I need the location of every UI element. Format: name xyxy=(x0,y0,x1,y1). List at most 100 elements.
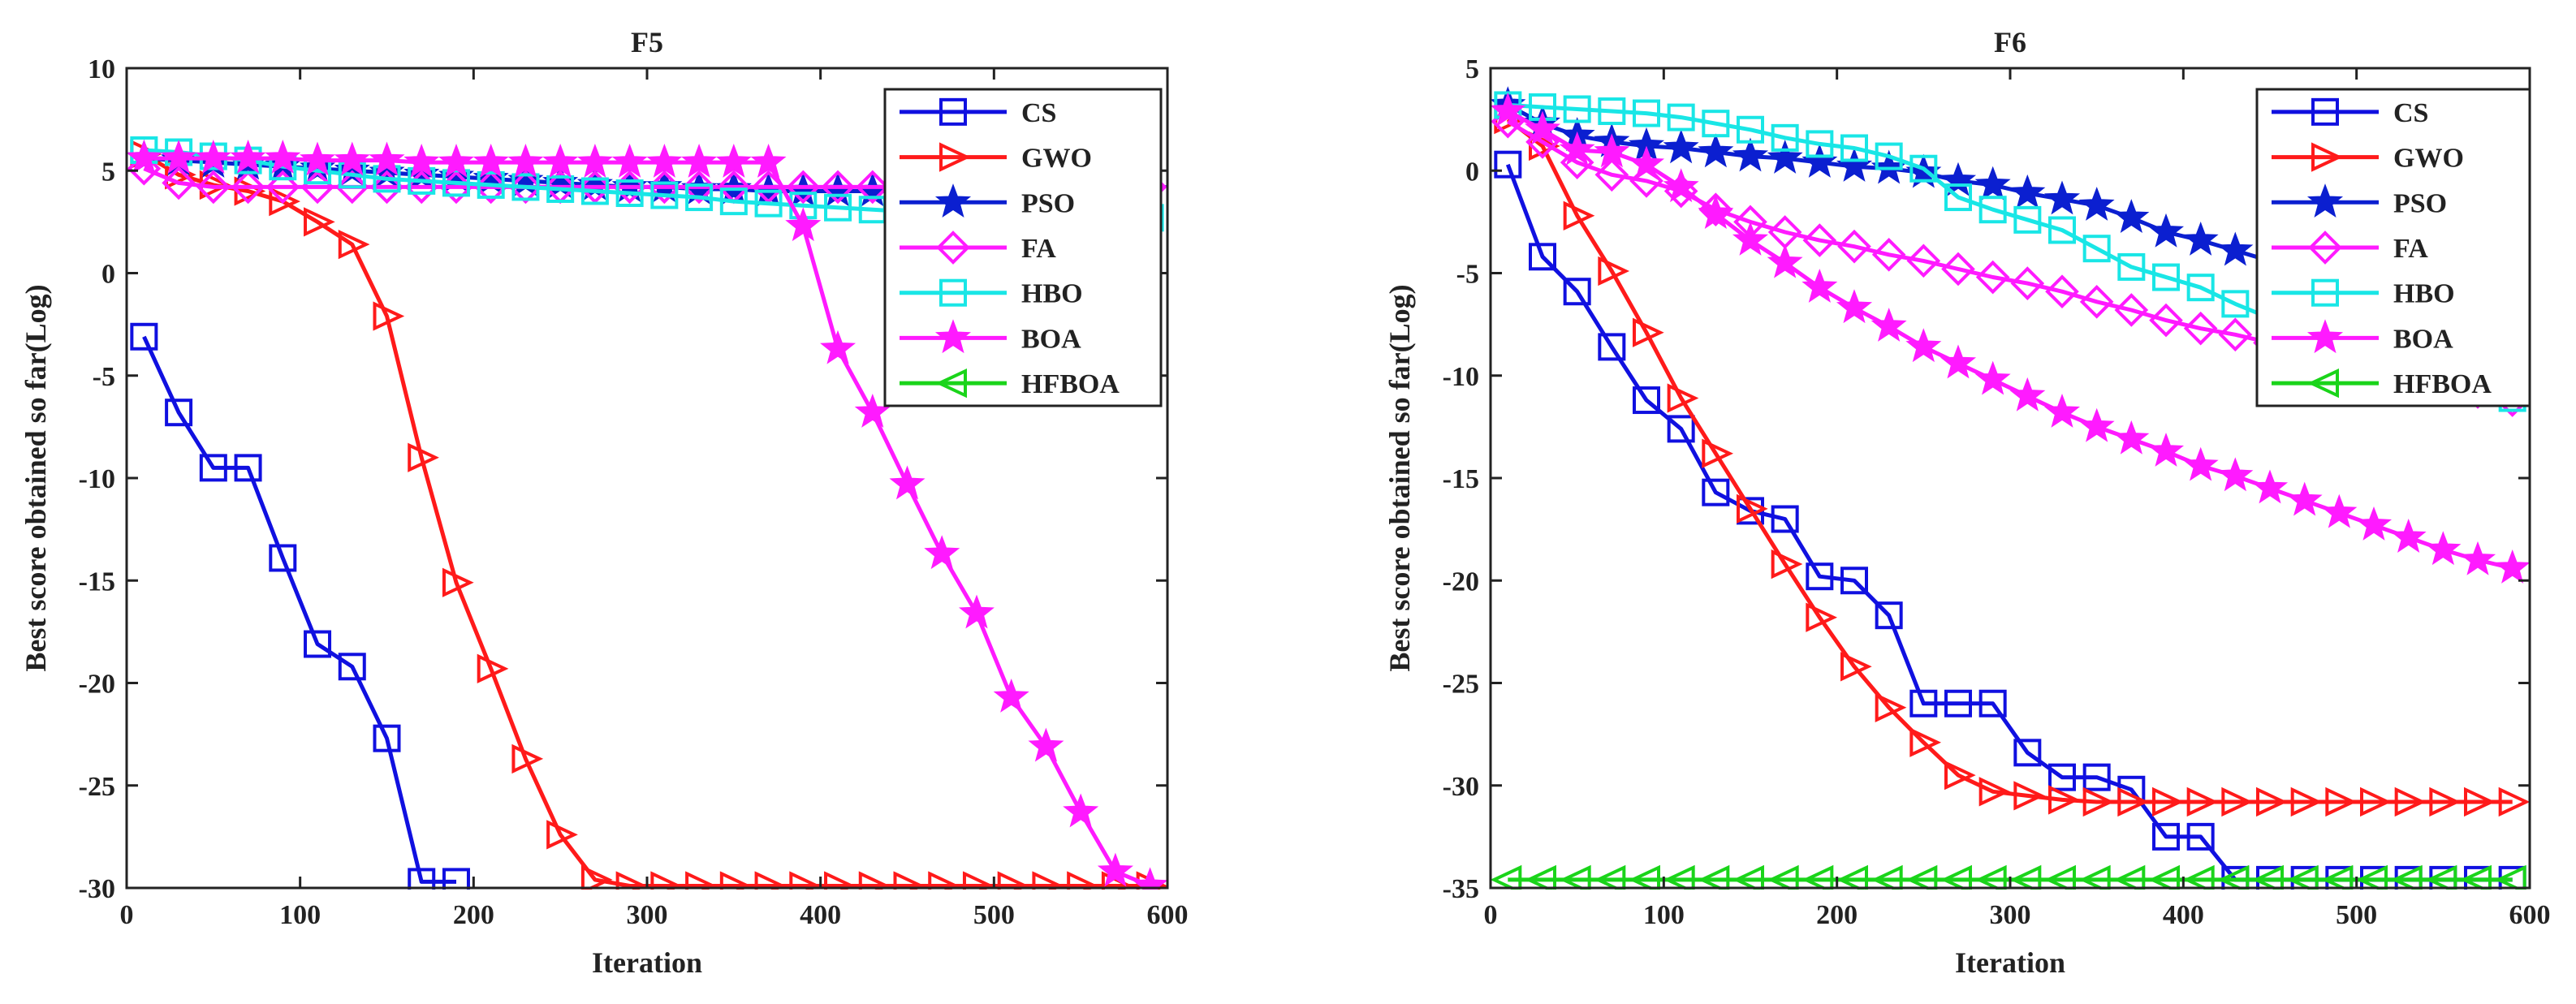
data-point-gwo xyxy=(1702,438,1734,468)
data-point-boa xyxy=(681,143,718,178)
data-point-gwo xyxy=(1633,317,1664,347)
data-point-gwo xyxy=(511,743,544,774)
data-point-boa xyxy=(1836,289,1873,324)
data-point-gwo xyxy=(1978,777,2011,807)
data-point-boa xyxy=(1801,269,1838,303)
data-point-boa xyxy=(1663,168,1699,203)
data-point-gwo xyxy=(1771,549,1803,580)
data-point-boa xyxy=(403,143,440,178)
data-point-boa xyxy=(1905,328,1942,363)
data-point-boa xyxy=(2390,519,2427,553)
data-point-gwo xyxy=(1806,602,1838,632)
legend-label-fa: FA xyxy=(1021,234,1056,264)
legend-label-boa: BOA xyxy=(1021,324,1081,354)
x-tick-label: 200 xyxy=(453,900,494,930)
data-point-fa xyxy=(196,170,231,205)
legend-label-gwo: GWO xyxy=(2393,144,2464,174)
data-point-boa xyxy=(820,330,857,364)
data-point-boa xyxy=(2182,446,2219,481)
data-point-fa xyxy=(265,170,300,205)
legend-marker-hfboa xyxy=(2307,368,2339,399)
data-point-gwo xyxy=(2082,786,2115,817)
data-point-cs xyxy=(338,653,366,681)
data-point-gwo xyxy=(719,871,752,890)
data-point-pso xyxy=(1940,162,1977,196)
data-point-hfboa xyxy=(2390,864,2423,890)
legend: CS GWO PSO FA HBO BOA HFBOA xyxy=(883,88,1163,407)
data-point-boa xyxy=(1767,243,1803,278)
data-point-gwo xyxy=(650,871,683,890)
data-point-hbo xyxy=(1944,183,1972,212)
data-point-gwo xyxy=(1598,256,1630,287)
data-point-boa xyxy=(1940,344,1977,379)
x-tick-label: 600 xyxy=(1147,900,1189,930)
legend-marker-cs xyxy=(939,97,967,126)
data-point-boa xyxy=(472,143,509,178)
data-point-boa xyxy=(2113,420,2150,455)
data-point-hfboa xyxy=(1732,864,1764,890)
data-point-boa xyxy=(958,594,995,629)
y-tick-label: -5 xyxy=(1456,260,1479,290)
data-point-hfboa xyxy=(2356,864,2388,890)
series-boa xyxy=(126,139,1168,890)
data-point-boa xyxy=(1871,308,1907,342)
data-point-gwo xyxy=(1563,200,1595,231)
data-point-boa xyxy=(438,143,474,178)
legend-label-fa: FA xyxy=(2393,234,2428,264)
data-point-gwo xyxy=(1032,871,1064,890)
legend-marker-gwo xyxy=(2311,142,2343,172)
data-point-pso xyxy=(1767,139,1803,174)
data-point-fa xyxy=(1837,229,1871,264)
y-tick-label: -10 xyxy=(1443,362,1479,392)
data-point-cs xyxy=(1978,689,2007,717)
y-tick-label: -5 xyxy=(93,362,115,392)
data-point-hbo xyxy=(442,169,470,197)
data-point-pso xyxy=(2182,221,2219,256)
legend-marker-boa xyxy=(2306,319,2344,354)
y-tick-label: -25 xyxy=(79,772,115,802)
data-point-fa xyxy=(508,170,543,205)
data-point-hfboa xyxy=(1663,864,1695,890)
x-tick-label: 0 xyxy=(120,900,134,930)
y-tick-label: -15 xyxy=(79,567,115,597)
x-axis-label: Iteration xyxy=(592,946,702,979)
chart-panel-f5: F5 0 100 200 300 400 500 600 10 5 0 -5 -10 -15 -20 -25 -… xyxy=(19,26,1189,979)
legend-label-gwo: GWO xyxy=(1021,144,1092,174)
x-tick-label: 500 xyxy=(2336,900,2377,930)
data-point-gwo xyxy=(1944,760,1976,791)
data-point-hfboa xyxy=(1767,864,1799,890)
data-point-hbo xyxy=(824,193,852,222)
data-point-gwo xyxy=(893,871,926,890)
data-point-hfboa xyxy=(1871,864,1903,890)
data-point-hfboa xyxy=(2182,864,2215,890)
data-point-hbo xyxy=(719,187,748,216)
data-point-hbo xyxy=(1598,97,1626,126)
data-point-gwo xyxy=(2394,786,2427,817)
legend-label-hbo: HBO xyxy=(1021,279,1083,309)
data-point-cs xyxy=(1529,243,1556,271)
data-point-boa xyxy=(1974,360,2011,395)
data-point-gwo xyxy=(2256,786,2288,817)
data-point-boa xyxy=(1524,110,1561,145)
series-cs xyxy=(130,322,470,890)
data-point-boa xyxy=(1097,852,1133,887)
data-point-cs xyxy=(1771,505,1799,533)
data-point-hbo xyxy=(1978,196,2007,224)
data-point-hbo xyxy=(1806,130,1834,158)
data-point-cs xyxy=(1563,278,1591,306)
data-point-hfboa xyxy=(2044,864,2076,890)
data-point-pso xyxy=(2147,213,2185,248)
data-point-cs xyxy=(1806,562,1834,591)
data-point-fa xyxy=(162,166,196,200)
legend-marker-fa xyxy=(2308,231,2342,265)
data-point-cs xyxy=(1875,601,1903,630)
data-point-fa xyxy=(1975,260,2010,295)
data-point-hfboa xyxy=(2078,864,2111,890)
x-tick-label: 500 xyxy=(973,900,1015,930)
y-axis-label: Best score obtained so far(Log) xyxy=(19,284,52,671)
data-point-hbo xyxy=(477,170,505,199)
data-point-gwo xyxy=(928,871,960,890)
data-point-hbo xyxy=(2186,274,2215,302)
data-point-cs xyxy=(1633,386,1660,415)
y-tick-label: -10 xyxy=(79,464,115,494)
